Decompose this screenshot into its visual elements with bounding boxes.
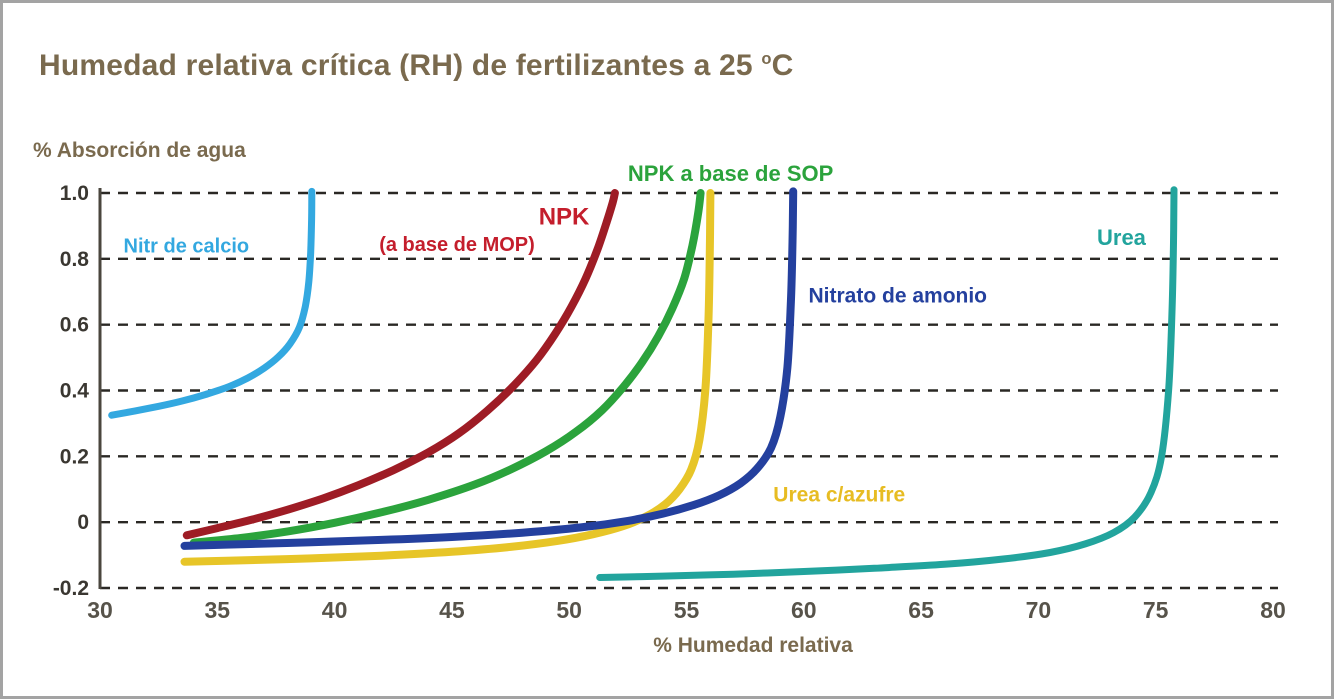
x-tick-label-65: 65 (908, 597, 934, 623)
y-tick-label-0.2: 0.2 (60, 445, 89, 468)
degree-superscript: o (761, 50, 772, 68)
x-tick-label-60: 60 (791, 597, 817, 623)
curve-nitrato-de-amonio (180, 187, 798, 550)
x-tick-label-55: 55 (674, 597, 700, 623)
x-tick-label-35: 35 (205, 597, 231, 623)
y-tick-label-1.0: 1.0 (60, 182, 89, 205)
npk-label: NPK (539, 203, 590, 230)
x-axis-label: % Humedad relativa (653, 634, 853, 657)
curve-nitrato-de-calcio (108, 187, 316, 419)
chart-canvas: 30 35 40 45 50 55 60 65 70 75 80 1.0 0.8 0.6 0.4 0.2 0 -0… (53, 161, 1286, 623)
urea-label: Urea (1097, 225, 1147, 250)
x-tick-label-45: 45 (439, 597, 465, 623)
nitrato-de-calcio-label: Nitr de calcio (124, 236, 250, 258)
curve-urea (596, 186, 1178, 581)
x-tick-label-70: 70 (1026, 597, 1052, 623)
page-title: Humedad relativa crítica (RH) de fertili… (39, 49, 793, 83)
npk-mop-label: (a base de MOP) (379, 234, 535, 256)
y-tick-label-0: 0 (77, 511, 89, 534)
y-tick-label-0.4: 0.4 (60, 380, 90, 403)
curve-npk-mop (182, 189, 619, 540)
x-tick-label-80: 80 (1260, 597, 1286, 623)
x-tick-label-30: 30 (87, 597, 113, 623)
nitrato-de-amonio-label: Nitrato de amonio (809, 284, 988, 307)
urea-azufre-label: Urea c/azufre (773, 484, 905, 507)
y-axis-label: % Absorción de agua (33, 139, 246, 162)
page-title-text: Humedad relativa crítica (RH) de fertili… (39, 49, 762, 82)
y-tick-label-0.8: 0.8 (60, 248, 90, 271)
x-tick-label-75: 75 (1143, 597, 1169, 623)
x-tick-label-50: 50 (556, 597, 582, 623)
curve-npk-sop (189, 189, 705, 547)
x-tick-label-40: 40 (322, 597, 348, 623)
y-tick-label--0.2: -0.2 (53, 577, 89, 600)
npk-sop-label: NPK a base de SOP (628, 161, 833, 186)
y-tick-label-0.6: 0.6 (60, 314, 89, 337)
page-title-unit: C (771, 49, 794, 82)
